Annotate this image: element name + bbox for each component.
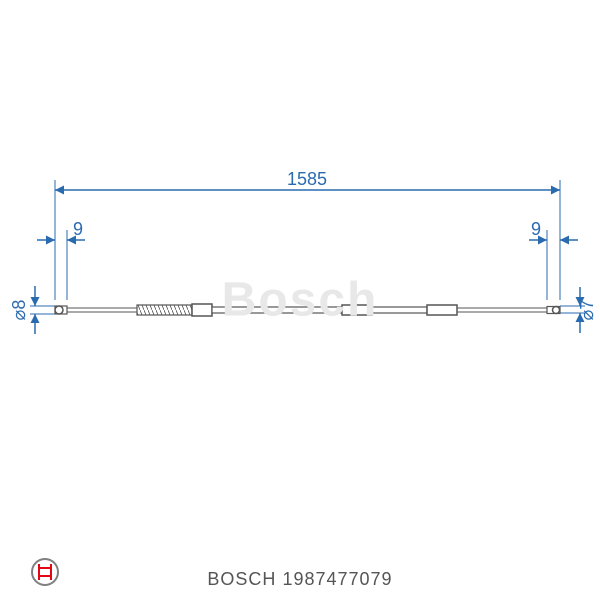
brand-label: BOSCH bbox=[207, 569, 276, 589]
technical-diagram: 1585 9 9 ⌀8 ⌀7 bbox=[0, 0, 600, 600]
dim-overall-label: 1585 bbox=[287, 169, 327, 189]
dimension-overall: 1585 bbox=[55, 169, 560, 300]
dimension-right-end: 9 bbox=[529, 219, 578, 300]
footer-text: BOSCH 1987477079 bbox=[0, 569, 600, 590]
cable-part bbox=[55, 304, 560, 316]
dim-left-dia-label: ⌀8 bbox=[9, 300, 29, 321]
dim-left-label: 9 bbox=[73, 219, 83, 239]
dim-right-label: 9 bbox=[531, 219, 541, 239]
part-number: 1987477079 bbox=[282, 569, 392, 589]
dimension-left-diameter: ⌀8 bbox=[9, 286, 55, 334]
dimension-left-end: 9 bbox=[37, 219, 85, 300]
dimension-right-diameter: ⌀7 bbox=[560, 287, 597, 333]
dim-right-dia-label: ⌀7 bbox=[577, 300, 597, 321]
